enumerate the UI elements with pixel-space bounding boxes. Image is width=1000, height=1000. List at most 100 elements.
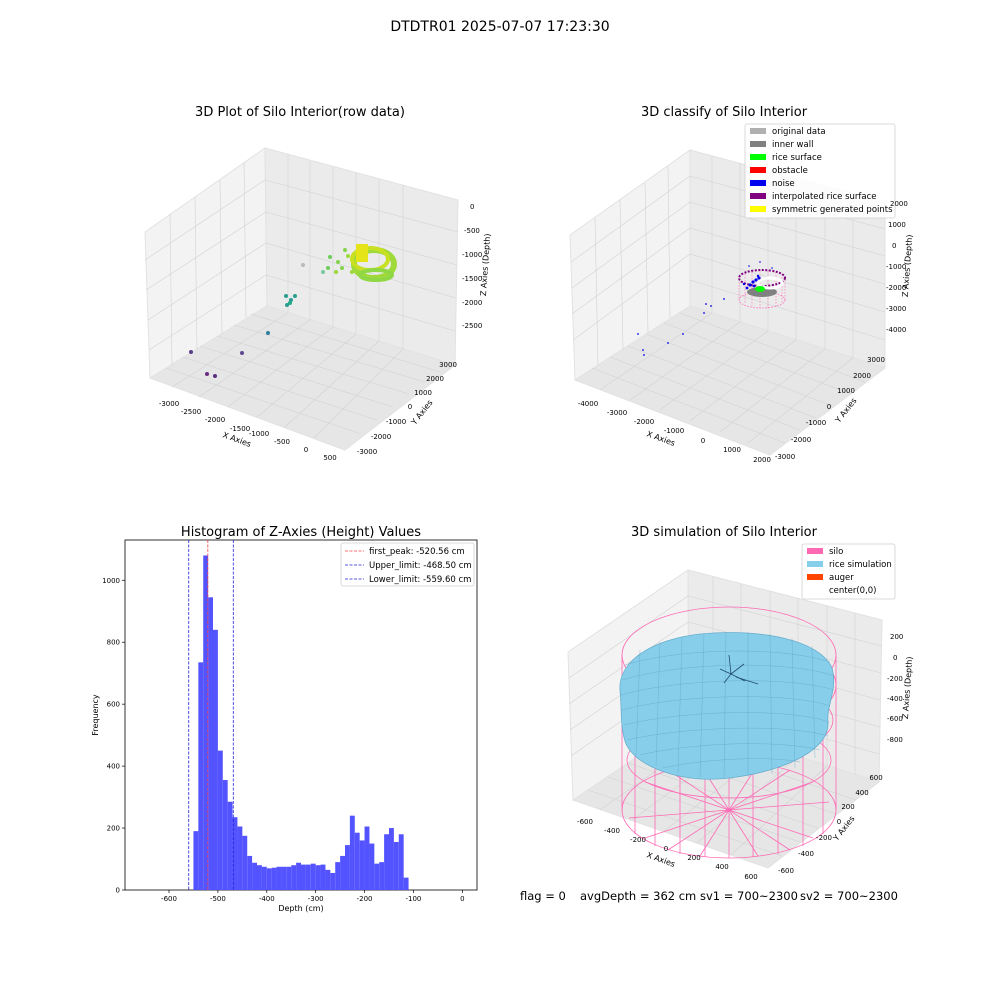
legend-swatch-symmetric-generated-points — [750, 206, 766, 212]
status-sv1: sv1 = 700~2300 — [700, 889, 798, 903]
raw-y-tick: 1000 — [414, 389, 432, 397]
figure-title: DTDTR01 2025-07-07 17:23:30 — [390, 19, 609, 35]
classify-y-tick: 3000 — [867, 356, 885, 364]
histogram-bar — [232, 817, 238, 890]
simulation-x-ticks: -600 -400 -200 0 200 400 600 — [577, 818, 758, 881]
simulation-auger — [719, 654, 759, 685]
histogram-bar — [266, 868, 272, 890]
histogram-title: Histogram of Z-Axies (Height) Values — [181, 525, 421, 540]
simulation-x-tick: 200 — [687, 854, 700, 862]
simulation-title: 3D simulation of Silo Interior — [631, 525, 818, 540]
histogram-y-ticks: 0 200 400 600 800 1000 — [102, 577, 125, 895]
raw-x-tick: -2500 — [181, 408, 201, 416]
histogram-bar — [369, 843, 375, 890]
simulation-y-tick: -600 — [778, 867, 794, 875]
histogram-bar — [296, 862, 301, 890]
classify-z-tick: -2000 — [886, 284, 906, 292]
histogram-y-tick-label: 0 — [116, 887, 120, 895]
classify-z-tick: 2000 — [890, 200, 908, 208]
histogram-bar — [247, 855, 253, 890]
classify-x-tick: -2000 — [634, 418, 654, 426]
simulation-x-tick: -400 — [604, 827, 620, 835]
classify-y-tick: 0 — [827, 403, 831, 411]
histogram-bar — [242, 835, 248, 890]
legend-swatch-auger — [807, 574, 823, 580]
histogram-bar — [330, 872, 336, 890]
histogram-bar — [281, 866, 287, 890]
histogram-bar — [286, 866, 292, 890]
histogram-bar — [349, 815, 355, 890]
simulation-y-tick: -200 — [816, 834, 832, 842]
histogram-y-tick-label: 800 — [107, 639, 120, 647]
histogram-y-axis-label: Frequency — [91, 694, 100, 736]
classify-z-tick: -4000 — [886, 326, 906, 334]
raw-z-tick: -2500 — [462, 322, 482, 330]
classify-z-ticks: 2000 1000 0 -1000 -2000 -3000 -4000 — [886, 200, 908, 334]
histogram-bar — [193, 831, 199, 890]
classify-y-tick: 2000 — [853, 372, 871, 380]
panel-classify-3d: 3D classify of Silo Interior — [569, 105, 914, 464]
histogram-bar — [345, 845, 350, 890]
classify-y-ticks: -3000 -2000 -1000 0 1000 2000 3000 — [775, 356, 885, 461]
histogram-bar — [261, 866, 267, 890]
histogram-bar — [257, 865, 262, 890]
histogram-bar — [276, 866, 282, 890]
panel-raw-3d: 3D Plot of Silo Interior(row data) — [144, 105, 492, 462]
classify-y-tick: -1000 — [806, 419, 826, 427]
classify-x-ticks: -4000 -3000 -2000 -1000 0 1000 2000 — [578, 400, 771, 464]
histogram-bar — [393, 841, 399, 890]
panel-classify-title: 3D classify of Silo Interior — [641, 105, 808, 120]
status-bar: flag = 0 avgDepth = 362 cm sv1 = 700~230… — [520, 889, 898, 903]
raw-y-tick: -3000 — [357, 448, 377, 456]
legend-upper-limit: Upper_limit: -468.50 cm — [369, 561, 472, 571]
simulation-z-tick: 0 — [893, 654, 897, 662]
simulation-y-tick: -400 — [798, 850, 814, 858]
legend-rice-surface: rice surface — [772, 153, 822, 163]
legend-original-data: original data — [772, 127, 826, 137]
panel-simulation-3d: 3D simulation of Silo Interior — [567, 525, 914, 881]
histogram-x-tick-label: -500 — [210, 895, 226, 903]
legend-center: center(0,0) — [829, 586, 877, 596]
histogram-bar — [325, 869, 331, 890]
legend-swatch-rice-simulation — [807, 561, 823, 567]
histogram-bar — [271, 867, 277, 890]
raw-z-tick: -1000 — [462, 251, 482, 259]
histogram-x-tick-label: -400 — [259, 895, 275, 903]
histogram-bar — [310, 863, 316, 890]
raw-z-tick: -500 — [464, 227, 480, 235]
simulation-y-tick: 600 — [869, 774, 882, 782]
histogram-bar — [320, 864, 326, 890]
histogram-bar — [389, 828, 394, 890]
simulation-y-tick: 0 — [837, 818, 841, 826]
status-avg-depth: avgDepth = 362 cm — [580, 889, 696, 903]
legend-interpolated-rice-surface: interpolated rice surface — [772, 192, 877, 202]
simulation-rice-surface — [619, 631, 835, 780]
legend-inner-wall: inner wall — [772, 140, 813, 150]
histogram-y-tick-label: 1000 — [102, 577, 120, 585]
classify-x-tick: -1000 — [664, 427, 684, 435]
simulation-y-tick: 200 — [841, 803, 854, 811]
legend-swatch-noise — [750, 180, 766, 186]
simulation-z-axis-label: Z Axies (Depth) — [901, 656, 914, 719]
raw-y-ticks: -3000 -2000 -1000 0 1000 2000 3000 — [357, 361, 457, 456]
simulation-z-ticks: 200 0 -200 -400 -600 -800 — [887, 633, 903, 744]
raw-x-tick: -3000 — [159, 400, 179, 408]
histogram-bar — [213, 629, 218, 890]
raw-z-tick: -2000 — [462, 299, 482, 307]
histogram-x-tick-label: -200 — [357, 895, 373, 903]
simulation-x-tick: -200 — [630, 836, 646, 844]
classify-x-tick: 0 — [701, 437, 705, 445]
legend-rice-simulation: rice simulation — [829, 560, 892, 570]
simulation-y-tick: 400 — [855, 789, 868, 797]
histogram-bar — [403, 877, 409, 890]
histogram-x-tick-label: -100 — [405, 895, 421, 903]
classify-x-tick: -4000 — [578, 400, 598, 408]
raw-y-tick: 2000 — [426, 375, 444, 383]
status-flag: flag = 0 — [520, 889, 566, 903]
legend-swatch-obstacle — [750, 167, 766, 173]
simulation-z-tick: -400 — [887, 695, 903, 703]
classify-z-axis-label: Z Axies (Depth) — [901, 234, 914, 297]
simulation-legend: silo rice simulation auger center(0,0) — [801, 543, 896, 600]
histogram-x-tick-label: -600 — [161, 895, 177, 903]
